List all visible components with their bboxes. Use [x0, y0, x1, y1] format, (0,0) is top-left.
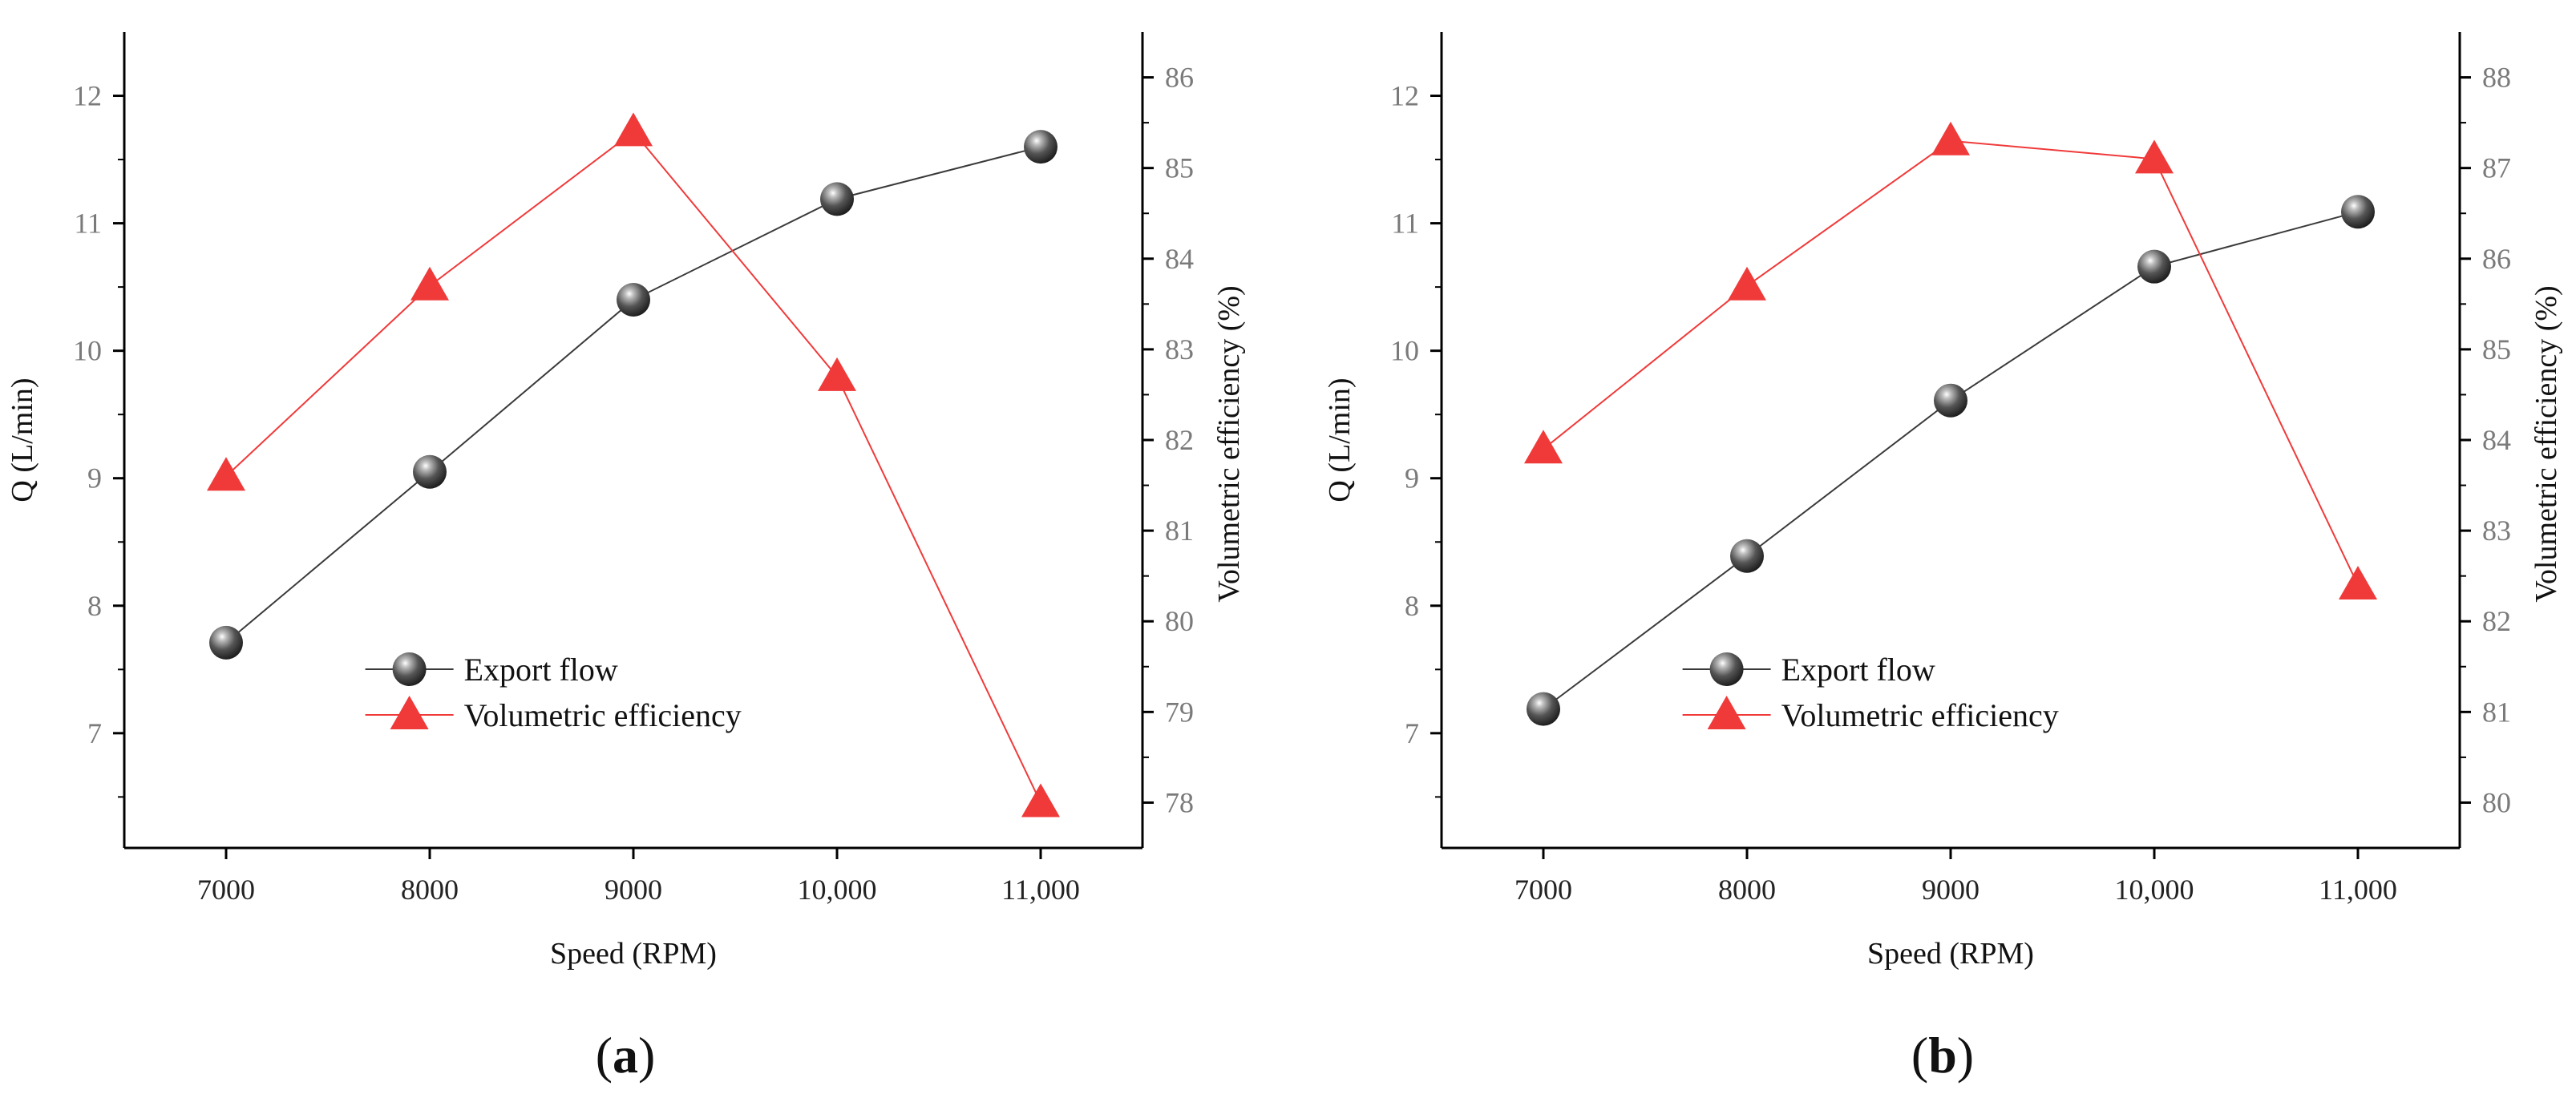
efficiency-point	[1524, 430, 1563, 464]
efficiency-point	[207, 457, 245, 491]
x-tick-label: 8000	[1718, 874, 1776, 906]
flow-point	[1934, 383, 1967, 418]
y-tick-label: 11	[74, 208, 102, 240]
y2-tick-label: 87	[2482, 152, 2511, 184]
flow-point	[820, 182, 854, 216]
y-tick-label: 8	[1405, 590, 1419, 622]
y2-tick-label: 78	[1165, 786, 1194, 818]
y2-tick-label: 88	[2482, 62, 2511, 94]
legend-flow-marker	[392, 652, 427, 686]
y-tick-label: 7	[87, 717, 102, 749]
legend-flow-label: Export flow	[464, 652, 618, 688]
y-tick-label: 12	[1390, 80, 1419, 112]
y2-axis-title: Volumetric efficiency (%)	[2529, 285, 2563, 602]
legend-efficiency-marker	[1707, 696, 1746, 729]
y2-tick-label: 85	[1165, 152, 1194, 184]
chart-panel-a: 7000 8000 9000 10,000 11,0007891011127879808…	[6, 32, 1246, 1084]
y2-tick-label: 86	[2482, 243, 2511, 275]
series-line-flow	[225, 146, 1041, 644]
flow-point	[2341, 195, 2375, 229]
y2-tick-label: 82	[2482, 605, 2511, 637]
efficiency-point	[2135, 139, 2174, 174]
x-tick-label: 10,000	[2115, 874, 2194, 906]
x-axis-title: Speed (RPM)	[550, 937, 717, 971]
y-tick-label: 12	[73, 80, 102, 112]
y2-axis-title: Volumetric efficiency (%)	[1212, 285, 1246, 602]
y-tick-label: 7	[1405, 717, 1419, 749]
y2-tick-label: 79	[1165, 696, 1194, 728]
flow-point	[413, 454, 447, 489]
legend-efficiency-label: Volumetric efficiency	[1781, 697, 2059, 733]
y-axis-title: Q (L/min)	[1323, 377, 1357, 502]
legend-efficiency-marker	[390, 696, 429, 729]
y-tick-label: 10	[1390, 335, 1419, 367]
legend-flow-marker	[1709, 652, 1744, 686]
y2-tick-label: 81	[1165, 515, 1194, 547]
x-tick-label: 7000	[197, 874, 255, 906]
x-axis-title: Speed (RPM)	[1867, 937, 2034, 971]
y2-tick-label: 80	[1165, 605, 1194, 637]
legend-efficiency-label: Volumetric efficiency	[464, 697, 742, 733]
flow-point	[1527, 692, 1560, 726]
y-axis-title: Q (L/min)	[6, 377, 39, 502]
legend: Export flow Volumetric efficiency	[1682, 652, 2059, 733]
y2-tick-label: 83	[1165, 333, 1194, 365]
x-tick-label: 10,000	[798, 874, 877, 906]
flow-point	[1024, 130, 1057, 164]
flow-point	[1730, 539, 1764, 573]
legend: Export flow Volumetric efficiency	[365, 652, 742, 733]
y2-tick-label: 82	[1165, 424, 1194, 456]
y2-tick-label: 81	[2482, 696, 2511, 728]
x-tick-label: 7000	[1514, 874, 1572, 906]
efficiency-point	[2339, 565, 2377, 599]
efficiency-point	[410, 266, 449, 301]
y-tick-label: 9	[87, 462, 102, 494]
y2-tick-label: 84	[1165, 243, 1194, 275]
series-line-efficiency	[1543, 139, 2359, 586]
y-tick-label: 8	[87, 590, 102, 622]
panel-label-a: (a)	[596, 1027, 656, 1084]
efficiency-point	[614, 112, 653, 147]
efficiency-point	[1728, 266, 1766, 301]
y-tick-label: 10	[73, 335, 102, 367]
legend-flow-label: Export flow	[1781, 652, 1935, 688]
efficiency-point	[1931, 121, 1970, 155]
x-tick-label: 8000	[401, 874, 459, 906]
y-tick-label: 11	[1391, 208, 1419, 240]
efficiency-point	[1021, 783, 1060, 817]
x-tick-label: 11,000	[2319, 874, 2397, 906]
y-tick-label: 9	[1405, 462, 1419, 494]
chart-panel-b: 7000 8000 9000 10,000 11,000 7 8 9 10 11 12 80 81 82 8…	[1323, 32, 2563, 1084]
y2-tick-label: 85	[2482, 333, 2511, 365]
y2-tick-label: 86	[1165, 62, 1194, 94]
y2-tick-label: 84	[2482, 424, 2511, 456]
x-tick-label: 9000	[1922, 874, 1980, 906]
flow-point	[2137, 249, 2171, 284]
efficiency-point	[818, 357, 856, 391]
x-tick-label: 9000	[605, 874, 662, 906]
y2-tick-label: 83	[2482, 515, 2511, 547]
panel-label-b: (b)	[1911, 1027, 1974, 1084]
flow-point	[209, 625, 243, 660]
series-line-flow	[1543, 211, 2359, 710]
x-tick-label: 11,000	[1001, 874, 1080, 906]
y2-tick-label: 80	[2482, 786, 2511, 818]
flow-point	[617, 283, 650, 317]
